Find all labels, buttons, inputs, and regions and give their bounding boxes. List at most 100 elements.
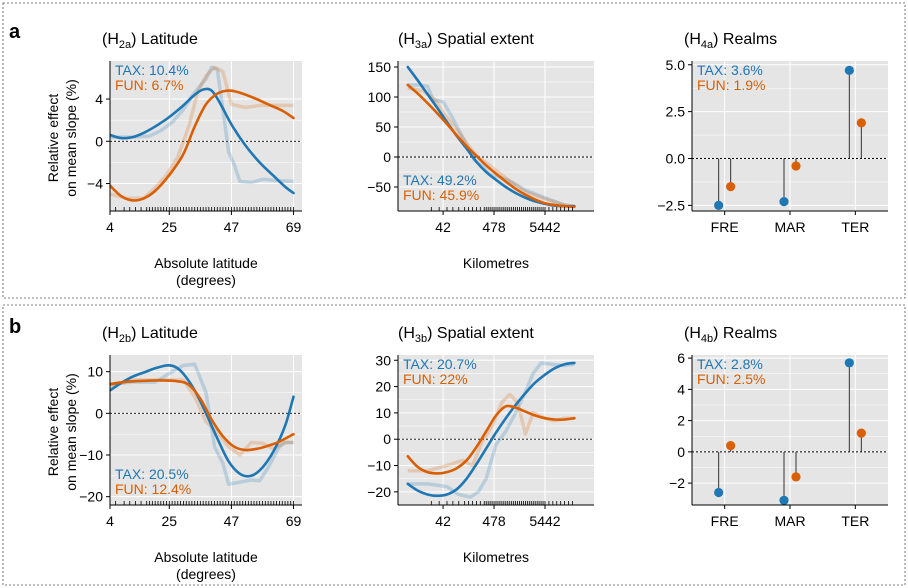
plot-area (714, 65, 866, 210)
point-fun (791, 161, 801, 171)
point-fun (791, 472, 801, 482)
legend-fun: FUN: 1.9% (697, 77, 765, 93)
subplot-title: (H4a) Realms (684, 31, 777, 51)
subplot-b-ext: −20 −10 0 10 20 30 42 478 5442 (H3b) Spatial exte… (367, 325, 594, 565)
series-line-fun (110, 89, 295, 202)
y-tick-label: −20 (79, 489, 103, 505)
legend-fun: FUN: 6.7% (115, 77, 183, 93)
y-tick-label: 2.5 (666, 104, 686, 120)
y-tick-label: 0 (383, 149, 391, 165)
y-tick-label: 10 (375, 405, 391, 421)
x-axis-label: Absolute latitude (154, 549, 258, 565)
y-tick-label: 100 (368, 89, 392, 105)
y-tick-label: 20 (375, 379, 391, 395)
y-tick-label: −10 (367, 458, 391, 474)
x-tick-label: 4 (106, 219, 114, 235)
plot-area (110, 65, 295, 211)
point-fun (856, 118, 866, 128)
point-tax (714, 200, 724, 210)
point-fun (726, 441, 736, 451)
x-tick-label: 25 (162, 219, 178, 235)
x-tick-label: 4 (106, 513, 114, 529)
y-tick-label: 0 (95, 405, 103, 421)
legend-tax: TAX: 2.8% (697, 356, 763, 372)
series-line-fun (406, 83, 576, 209)
series-line-fun (110, 379, 295, 452)
series-line-tax-raw (110, 362, 294, 486)
panel-b-frame (2, 304, 906, 586)
y-tick-label: 6 (677, 350, 685, 366)
plot-background (398, 355, 594, 505)
y-tick-label: −2.5 (657, 197, 685, 213)
panel-a-frame (2, 2, 906, 299)
x-tick-label: FRE (711, 219, 739, 235)
x-tick-label: 47 (224, 513, 240, 529)
point-tax (844, 358, 854, 368)
x-tick-label: MAR (774, 513, 805, 529)
x-axis-label: Kilometres (463, 549, 529, 565)
series-line-tax-raw (110, 65, 294, 185)
subplot-title: (H2a) Latitude (102, 31, 198, 51)
panel-b-letter: b (9, 316, 21, 338)
series-line-tax (110, 87, 295, 195)
legend-fun: FUN: 45.9% (403, 187, 479, 203)
y-tick-label: −10 (79, 447, 103, 463)
panel-b-ylabel-line1: Relative effect (45, 388, 61, 477)
x-tick-label: 5442 (529, 513, 560, 529)
x-axis-label-line2: (degrees) (176, 272, 236, 288)
x-tick-label: 5442 (529, 219, 560, 235)
point-tax (714, 487, 724, 498)
plot-background (110, 61, 302, 211)
subplot-title: (H4b) Realms (684, 325, 777, 345)
x-axis-label-line2: (degrees) (176, 566, 236, 582)
subplot-title: (H3b) Spatial extent (398, 325, 534, 345)
y-tick-label: 30 (375, 352, 391, 368)
legend-tax: TAX: 3.6% (697, 62, 763, 78)
point-fun (726, 182, 736, 192)
plot-area (406, 361, 576, 505)
panel-a-ylabel-line2: on mean slope (%) (63, 79, 79, 197)
y-tick-label: −2 (669, 475, 685, 491)
x-tick-label: 478 (482, 219, 506, 235)
y-tick-label: 0 (677, 444, 685, 460)
legend-tax: TAX: 20.5% (115, 466, 189, 482)
y-tick-label: −4 (87, 176, 103, 192)
y-tick-label: −50 (367, 179, 391, 195)
plot-area (110, 362, 295, 505)
x-tick-label: 478 (482, 513, 506, 529)
subplots: −4 0 4 4 25 47 69 (H2a) Latitude Absolute latitu… (79, 31, 888, 582)
legend-tax: TAX: 10.4% (115, 62, 189, 78)
y-tick-label: 150 (368, 59, 392, 75)
legend-tax: TAX: 49.2% (403, 172, 477, 188)
x-axis-label: Absolute latitude (154, 255, 258, 271)
x-tick-label: 69 (286, 219, 302, 235)
series-line-fun-raw (110, 65, 294, 201)
y-tick-label: 0.0 (666, 151, 686, 167)
plot-background (398, 61, 594, 211)
legend-tax: TAX: 20.7% (403, 356, 477, 372)
y-tick-label: 5.0 (666, 57, 686, 73)
panel-a-letter: a (9, 21, 21, 43)
subplot-title: (H3a) Spatial extent (398, 31, 534, 51)
subplot-a-lat: −4 0 4 4 25 47 69 (H2a) Latitude Absolute latitu… (87, 31, 302, 288)
y-tick-label: 50 (375, 119, 391, 135)
panel-a-ylabel-line1: Relative effect (45, 94, 61, 183)
x-tick-label: TER (841, 219, 869, 235)
y-tick-label: 10 (87, 364, 103, 380)
x-tick-label: FRE (711, 513, 739, 529)
x-axis-label: Kilometres (463, 255, 529, 271)
plot-area (714, 358, 866, 505)
subplot-b-lat: −20 −10 0 10 4 25 47 69 (H2b) Latitude Absolute l… (79, 325, 302, 582)
y-tick-label: 4 (677, 381, 685, 397)
x-tick-label: 42 (435, 513, 451, 529)
point-tax (844, 65, 854, 75)
y-tick-label: 0 (95, 133, 103, 149)
point-fun (856, 428, 866, 438)
subplot-title: (H2b) Latitude (102, 325, 198, 345)
y-tick-label: 2 (677, 413, 685, 429)
x-tick-label: 42 (435, 219, 451, 235)
x-tick-label: MAR (774, 219, 805, 235)
subplot-a-realm: −2.5 0.0 2.5 5.0 FRE MAR TER (H4a) Realms TAX: 3… (657, 31, 888, 235)
point-tax (779, 197, 789, 207)
